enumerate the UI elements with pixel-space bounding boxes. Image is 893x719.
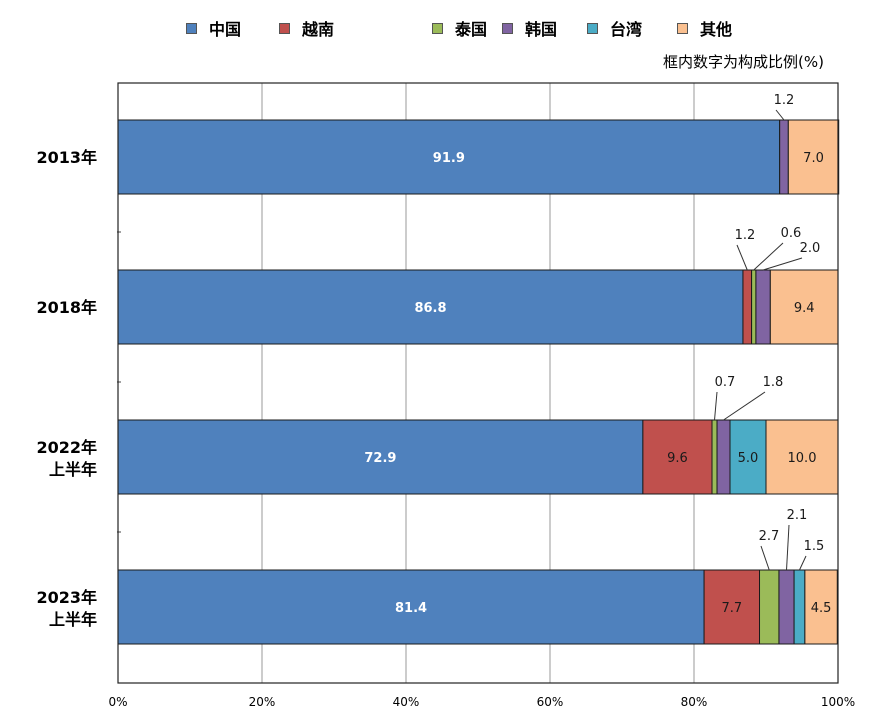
data-label: 7.0 — [803, 151, 824, 166]
legend-item: 泰国 — [432, 16, 487, 40]
legend-label: 韩国 — [525, 20, 558, 39]
category-label: 2018年 — [36, 298, 97, 317]
data-label: 10.0 — [788, 451, 817, 466]
leader-line — [736, 244, 748, 271]
bar-segment — [117, 569, 705, 645]
data-label: 2.0 — [800, 241, 821, 256]
x-tick-label: 20% — [249, 695, 276, 709]
data-label: 1.2 — [774, 93, 795, 108]
legend-item: 中国 — [186, 16, 241, 40]
legend-label: 越南 — [302, 20, 335, 39]
legend-item: 台湾 — [587, 16, 642, 40]
legend-item: 韩国 — [502, 16, 557, 40]
data-label: 72.9 — [364, 451, 396, 466]
leader-line — [760, 545, 770, 571]
data-label: 2.7 — [759, 529, 780, 544]
bar-segment — [751, 269, 757, 345]
bar-segment — [117, 419, 644, 495]
category-label: 上半年 — [49, 460, 97, 479]
legend-swatch — [502, 22, 513, 34]
legend-swatch — [279, 22, 290, 34]
legend-swatch — [677, 22, 688, 34]
bar-segment — [703, 569, 761, 645]
bar-segment — [769, 269, 839, 345]
leader-line — [723, 391, 766, 421]
bar-segment — [117, 269, 744, 345]
leader-line — [775, 109, 785, 121]
bar-segment — [742, 269, 753, 345]
leader-line — [799, 555, 807, 571]
category-label: 2022年 — [36, 438, 97, 457]
legend-swatch — [186, 22, 197, 34]
bar-segment — [793, 569, 806, 645]
x-tick-label: 0% — [108, 695, 127, 709]
leader-line — [714, 391, 718, 421]
data-label: 91.9 — [433, 151, 465, 166]
bar-segment — [779, 119, 789, 195]
legend-item: 其他 — [677, 16, 732, 40]
leader-line — [753, 242, 784, 271]
bar-segment — [716, 419, 731, 495]
category-label: 2013年 — [36, 148, 97, 167]
legend-label: 台湾 — [610, 20, 643, 39]
x-tick-label: 40% — [393, 695, 420, 709]
legend-swatch — [432, 22, 443, 34]
bar-segment — [804, 569, 838, 645]
data-label: 5.0 — [738, 451, 759, 466]
bar-segment — [759, 569, 780, 645]
chart-note: 框内数字为构成比例(%) — [663, 53, 824, 71]
data-label: 2.1 — [787, 508, 808, 523]
bar-segment — [765, 419, 839, 495]
legend-label: 其他 — [700, 20, 733, 39]
legend-label: 泰国 — [455, 20, 488, 39]
legend-label: 中国 — [209, 20, 242, 39]
category-label: 上半年 — [49, 610, 97, 629]
bar-segment — [711, 419, 718, 495]
data-label: 9.6 — [667, 451, 688, 466]
bar-segment — [642, 419, 713, 495]
x-tick-label: 100% — [821, 695, 855, 709]
data-label: 4.5 — [811, 601, 832, 616]
x-tick-label: 60% — [537, 695, 564, 709]
bar-segment — [778, 569, 795, 645]
data-label: 1.8 — [763, 375, 784, 390]
data-label: 7.7 — [721, 601, 742, 616]
bar-segment — [755, 269, 771, 345]
data-label: 81.4 — [395, 601, 427, 616]
x-tick-label: 80% — [681, 695, 708, 709]
category-label: 2023年 — [36, 588, 97, 607]
bar-segment — [729, 419, 767, 495]
data-label: 1.5 — [804, 539, 825, 554]
data-label: 9.4 — [794, 301, 815, 316]
plot-border — [117, 82, 839, 684]
legend-item: 越南 — [279, 16, 334, 40]
data-label: 86.8 — [414, 301, 446, 316]
legend-swatch — [587, 22, 598, 34]
bar-segment — [787, 119, 840, 195]
leader-line — [762, 257, 803, 271]
data-label: 1.2 — [735, 228, 756, 243]
data-label: 0.6 — [781, 226, 802, 241]
bar-segment — [117, 119, 781, 195]
leader-line — [786, 524, 790, 571]
data-label: 0.7 — [715, 375, 736, 390]
